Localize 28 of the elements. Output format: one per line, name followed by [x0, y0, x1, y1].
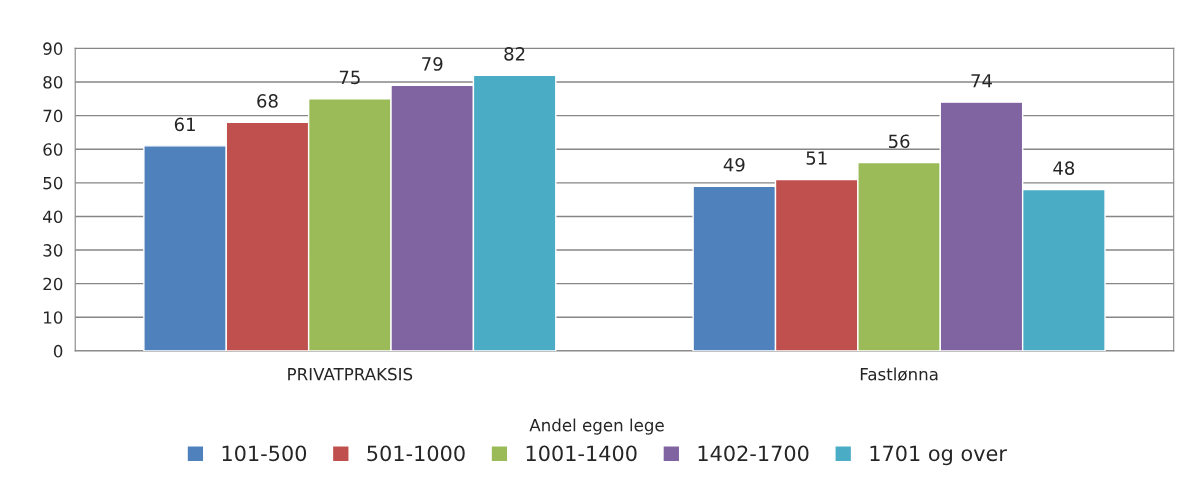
data-label: 74 [971, 74, 992, 88]
data-label: 79 [422, 57, 443, 71]
y-tick-label: 30 [43, 244, 63, 257]
legend-label: 1001-1400 [526, 445, 637, 462]
legend-label: 1701 og over [870, 445, 1007, 466]
legend-label: 101-500 [222, 445, 307, 462]
y-tick-label: 90 [43, 42, 63, 55]
x-tick-label: Fastlønna [860, 367, 938, 381]
x-tick-label: PRIVATPRAKSIS [288, 367, 413, 381]
data-label: 56 [888, 134, 910, 149]
legend-label: 1402-1700 [698, 445, 809, 462]
y-tick-label: 10 [44, 311, 63, 324]
y-tick-label: 0 [53, 344, 63, 358]
y-tick-label: 60 [43, 143, 63, 156]
y-tick-label: 50 [43, 176, 63, 190]
y-tick-label: 70 [43, 109, 63, 123]
y-tick-label: 40 [43, 210, 63, 224]
data-label: 49 [723, 157, 745, 172]
data-label: 68 [257, 94, 278, 108]
data-label: 51 [806, 151, 827, 165]
data-label: 48 [1053, 161, 1075, 175]
legend-title: Andel egen lege [529, 418, 664, 435]
data-label: 82 [504, 47, 525, 61]
data-label: 75 [339, 70, 360, 85]
data-label: 61 [174, 117, 195, 132]
y-tick-label: 80 [43, 75, 63, 89]
y-tick-label: 20 [43, 277, 63, 291]
legend-label: 501-1000 [367, 445, 465, 462]
